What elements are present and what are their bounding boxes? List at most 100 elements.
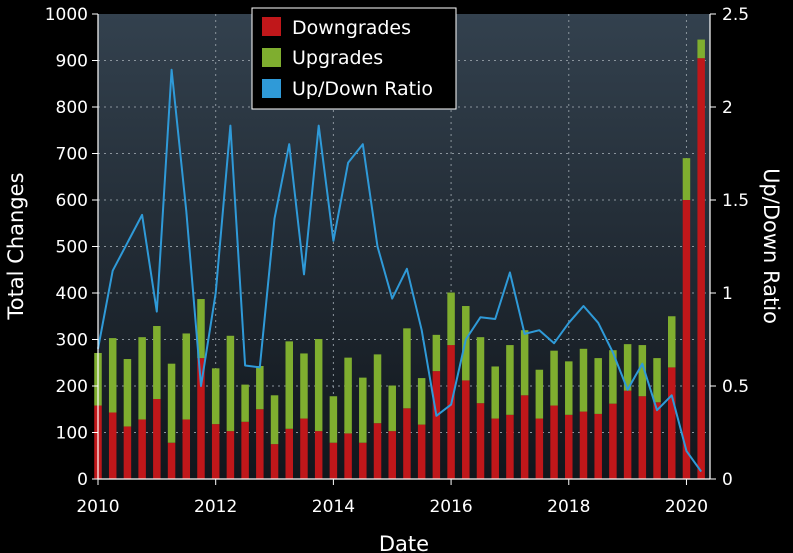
bar-upgrades xyxy=(300,353,308,419)
bar-upgrades xyxy=(491,366,499,419)
y2-tick-label: 1.5 xyxy=(722,191,749,211)
bar-downgrades xyxy=(153,399,161,479)
x-tick-label: 2014 xyxy=(312,497,355,517)
bar-downgrades xyxy=(417,424,426,479)
y2-tick-label: 2.5 xyxy=(722,5,749,25)
bar-upgrades xyxy=(329,396,338,443)
bar-downgrades xyxy=(182,419,191,479)
bar-upgrades xyxy=(344,357,352,434)
legend-label-downgrades: Downgrades xyxy=(292,17,411,39)
y-tick-label: 600 xyxy=(56,191,88,211)
y-tick-label: 200 xyxy=(56,377,88,397)
bar-downgrades xyxy=(256,409,264,479)
bar-downgrades xyxy=(329,442,338,479)
bar-upgrades xyxy=(153,326,161,400)
bar-downgrades xyxy=(668,367,676,479)
bar-downgrades xyxy=(403,408,411,479)
bar-upgrades xyxy=(211,368,220,425)
bar-upgrades xyxy=(226,335,235,432)
x-tick-label: 2018 xyxy=(547,497,590,517)
bar-upgrades xyxy=(506,345,514,415)
legend: Downgrades Upgrades Up/Down Ratio xyxy=(251,7,457,110)
bar-upgrades xyxy=(359,377,367,443)
bar-upgrades xyxy=(623,344,632,391)
bar-downgrades xyxy=(594,413,602,479)
y2-tick-label: 1 xyxy=(722,284,733,304)
y-tick-label: 300 xyxy=(56,331,88,351)
bar-upgrades xyxy=(403,328,411,409)
bar-downgrades xyxy=(138,419,146,479)
bar-downgrades xyxy=(344,433,352,479)
y-tick-label: 100 xyxy=(56,424,88,444)
bar-upgrades xyxy=(182,333,191,420)
bar-upgrades xyxy=(550,350,558,406)
y-tick-label: 500 xyxy=(56,238,88,258)
bar-upgrades xyxy=(682,158,691,200)
legend-label-upgrades: Upgrades xyxy=(292,47,383,69)
y-tick-label: 700 xyxy=(56,145,88,165)
bar-upgrades xyxy=(432,334,441,372)
y-axis-title: Total Changes xyxy=(4,172,28,320)
bar-downgrades xyxy=(108,412,117,479)
y2-tick-label: 0.5 xyxy=(722,377,749,397)
bar-upgrades xyxy=(697,39,705,59)
bar-upgrades xyxy=(447,292,455,346)
bar-downgrades xyxy=(388,431,396,479)
bar-downgrades xyxy=(241,421,249,479)
bar-downgrades xyxy=(270,444,279,479)
bar-upgrades xyxy=(108,338,117,413)
bar-upgrades xyxy=(535,369,544,419)
bar-downgrades xyxy=(167,442,176,479)
bar-downgrades xyxy=(697,58,705,480)
axes-layer xyxy=(92,13,716,485)
bar-downgrades xyxy=(609,403,617,479)
bar-downgrades xyxy=(535,418,544,479)
bar-upgrades xyxy=(417,378,426,425)
ratio-line-layer xyxy=(97,68,703,473)
y-tick-label: 0 xyxy=(77,470,88,490)
ratio-line xyxy=(97,68,703,473)
legend-label-ratio: Up/Down Ratio xyxy=(292,78,433,100)
bar-downgrades xyxy=(432,371,441,479)
bar-upgrades xyxy=(476,337,485,404)
x-tick-label: 2010 xyxy=(76,497,119,517)
bar-upgrades xyxy=(668,316,676,368)
bar-upgrades xyxy=(314,339,323,432)
x-tick-label: 2012 xyxy=(194,497,237,517)
bar-downgrades xyxy=(682,200,691,479)
bar-downgrades xyxy=(300,418,308,479)
bar-upgrades xyxy=(285,341,293,429)
y2-tick-label: 2 xyxy=(722,98,733,118)
bar-downgrades xyxy=(462,380,470,479)
bar-downgrades xyxy=(491,418,499,479)
bar-downgrades xyxy=(285,428,293,479)
bar-downgrades xyxy=(197,358,205,479)
y-tick-label: 400 xyxy=(56,284,88,304)
bar-upgrades xyxy=(638,345,647,397)
bar-upgrades xyxy=(520,330,529,396)
x-tick-label: 2020 xyxy=(665,497,708,517)
bar-upgrades xyxy=(256,366,264,410)
x-tick-label: 2016 xyxy=(429,497,472,517)
bar-upgrades xyxy=(197,299,205,359)
bar-downgrades xyxy=(579,411,588,479)
bar-upgrades xyxy=(167,363,176,443)
bar-upgrades xyxy=(270,395,279,445)
bar-downgrades xyxy=(653,402,661,479)
bar-downgrades xyxy=(476,403,485,479)
bar-upgrades xyxy=(609,350,617,404)
bar-upgrades xyxy=(579,348,588,412)
y-tick-label: 800 xyxy=(56,98,88,118)
bar-downgrades xyxy=(226,431,235,479)
bar-upgrades xyxy=(138,337,146,420)
bar-downgrades xyxy=(550,405,558,479)
bar-downgrades xyxy=(314,431,323,479)
bar-downgrades xyxy=(520,395,529,479)
y-tick-label: 1000 xyxy=(45,5,88,25)
y2-tick-label: 0 xyxy=(722,470,733,490)
bar-upgrades xyxy=(388,385,396,432)
legend-swatch-upgrades xyxy=(262,48,281,67)
bar-upgrades xyxy=(653,358,661,403)
